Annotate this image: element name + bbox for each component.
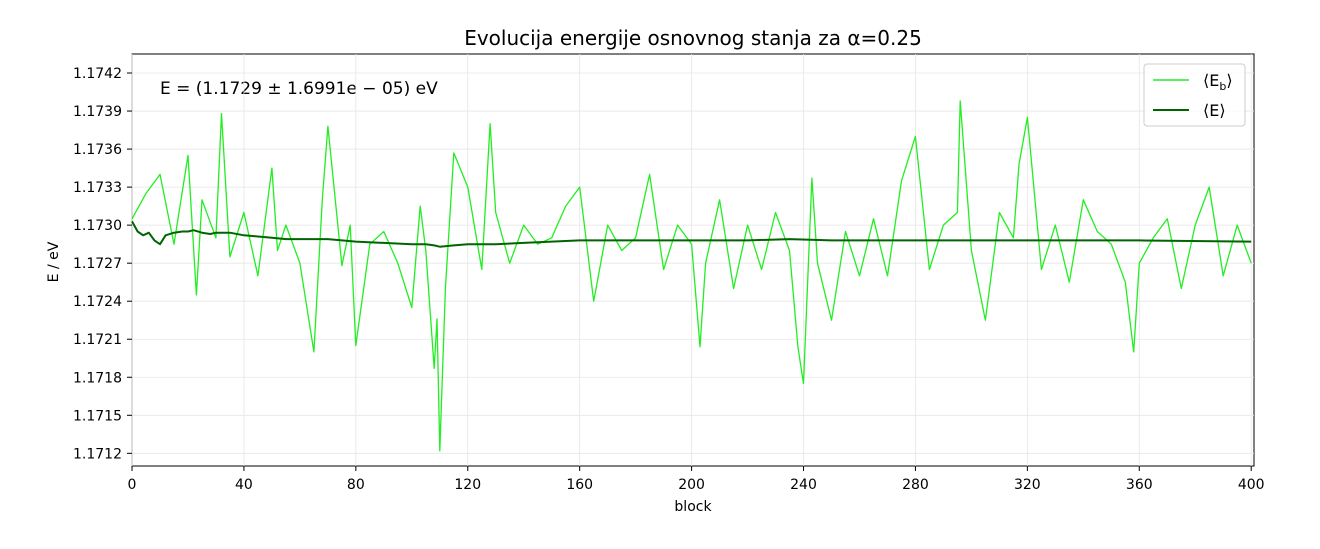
y-tick-label: 1.1721: [73, 332, 122, 348]
x-axis-ticks: 0 40 80 120 160 200 240 280 320 360 400: [128, 466, 1265, 493]
y-axis-ticks: 1.1712 1.1715 1.1718 1.1721 1.1724 1.1727 1.17…: [73, 66, 132, 462]
x-tick-label: 40: [235, 477, 253, 493]
x-tick-label: 0: [128, 477, 137, 493]
energy-annotation: E = (1.1729 ± 1.6991e − 05) eV: [160, 79, 438, 99]
x-tick-label: 160: [566, 477, 593, 493]
y-tick-label: 1.1733: [73, 180, 122, 196]
x-tick-label: 120: [454, 477, 481, 493]
series-line-eb: [131, 100, 1252, 452]
x-tick-label: 400: [1238, 477, 1265, 493]
x-tick-label: 280: [902, 477, 929, 493]
y-axis-label: E / eV: [46, 241, 62, 282]
series-lines: [131, 100, 1252, 452]
x-tick-label: 80: [347, 477, 365, 493]
legend: ⟨Eb⟩ ⟨E⟩: [1143, 63, 1246, 127]
chart-title: Evolucija energije osnovnog stanja za α=…: [464, 26, 922, 50]
x-axis-label: block: [674, 499, 712, 515]
y-tick-label: 1.1715: [73, 408, 122, 424]
x-tick-label: 360: [1126, 477, 1153, 493]
x-tick-label: 200: [678, 477, 705, 493]
series-line-e: [131, 220, 1252, 248]
y-tick-label: 1.1736: [73, 142, 122, 158]
x-tick-label: 320: [1014, 477, 1041, 493]
y-tick-label: 1.1742: [73, 66, 122, 82]
legend-label-eb: ⟨Eb⟩: [1203, 71, 1233, 93]
x-tick-label: 240: [790, 477, 817, 493]
y-tick-label: 1.1712: [73, 446, 122, 462]
y-tick-label: 1.1727: [73, 256, 122, 272]
y-tick-label: 1.1730: [73, 218, 122, 234]
legend-label-e: ⟨E⟩: [1203, 101, 1226, 120]
y-tick-label: 1.1739: [73, 104, 122, 120]
y-tick-label: 1.1724: [73, 294, 122, 310]
y-tick-label: 1.1718: [73, 370, 122, 386]
